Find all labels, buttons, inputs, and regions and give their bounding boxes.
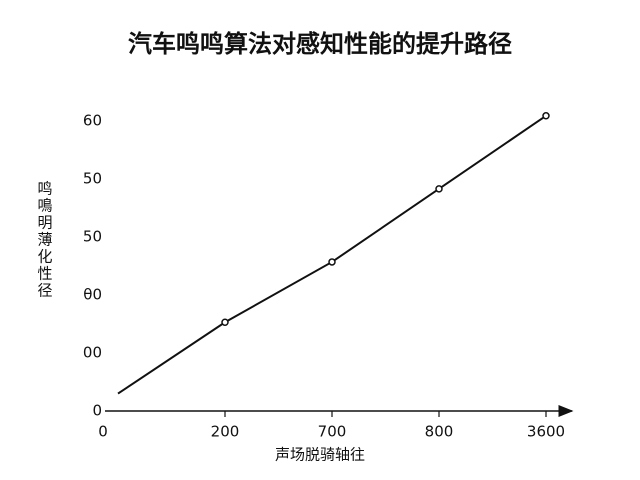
point-marker: [328, 258, 336, 266]
y-tick-label: θ0: [83, 286, 102, 304]
point-marker: [542, 112, 550, 120]
y-tick-label: 50: [83, 170, 102, 188]
y-tick-label: 50: [83, 228, 102, 246]
y-tick-label: 0: [92, 402, 102, 420]
chart-title: 汽车鸣鸣算法对感知性能的提升路径: [128, 30, 512, 58]
x-axis-label: 声场脱骑轴往: [275, 446, 365, 464]
point-marker: [221, 318, 229, 327]
y-axis-label: 鸣鳴明薄化性径: [36, 181, 54, 300]
y-tick-label: 60: [83, 112, 102, 130]
y-tick-label: 00: [83, 344, 102, 362]
data-line: [117, 114, 547, 395]
point-marker: [435, 185, 443, 193]
x-tick-label: 800: [425, 423, 454, 441]
x-tick-label: 0: [98, 423, 108, 441]
x-tick-label: 3600: [527, 423, 565, 441]
x-tick-label: 200: [211, 423, 240, 441]
x-tick-label: 700: [318, 423, 347, 441]
